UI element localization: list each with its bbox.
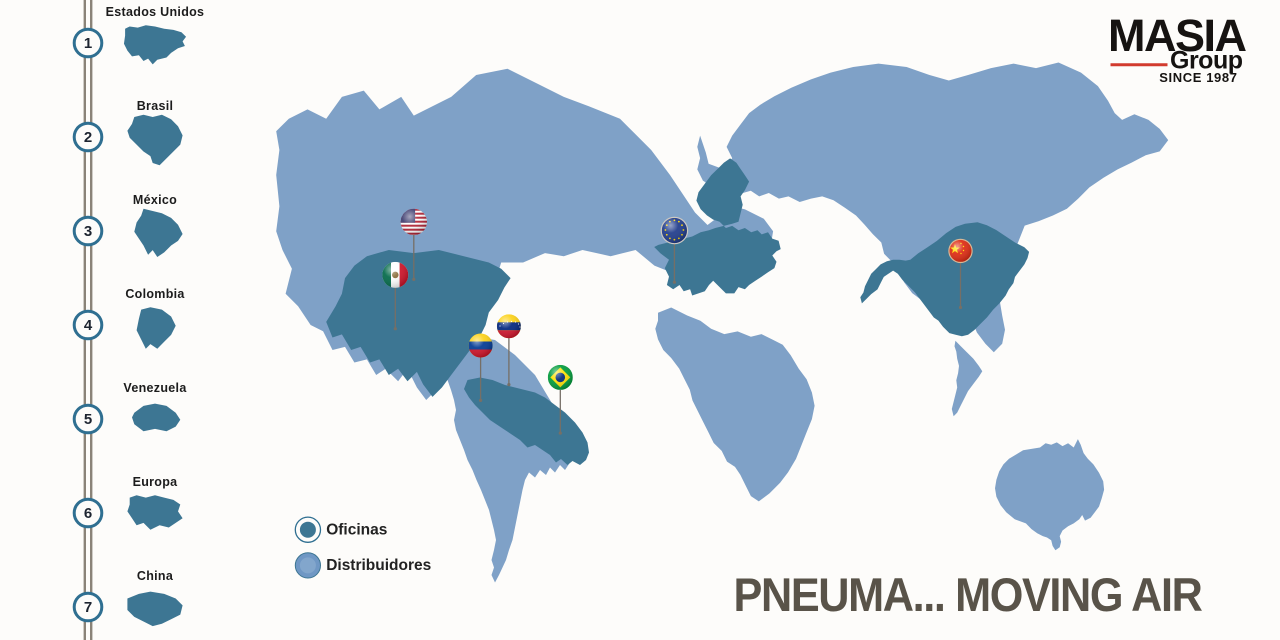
svg-text:México: México — [133, 193, 177, 207]
svg-text:SINCE 1987: SINCE 1987 — [1159, 70, 1237, 85]
svg-text:5: 5 — [84, 411, 92, 428]
svg-text:7: 7 — [84, 599, 92, 616]
svg-text:Colombia: Colombia — [125, 287, 185, 301]
svg-text:4: 4 — [84, 317, 93, 334]
svg-text:Distribuidores: Distribuidores — [326, 557, 431, 574]
svg-text:Brasil: Brasil — [137, 99, 174, 113]
svg-text:2: 2 — [84, 129, 92, 146]
svg-text:6: 6 — [84, 505, 92, 522]
svg-text:Oficinas: Oficinas — [326, 522, 387, 539]
svg-text:3: 3 — [84, 223, 92, 240]
svg-text:1: 1 — [84, 35, 92, 52]
svg-text:China: China — [137, 569, 174, 583]
svg-text:Venezuela: Venezuela — [123, 381, 187, 395]
svg-text:PNEUMA... MOVING AIR: PNEUMA... MOVING AIR — [734, 568, 1203, 621]
svg-text:Europa: Europa — [133, 475, 179, 489]
svg-text:Estados Unidos: Estados Unidos — [106, 5, 205, 19]
